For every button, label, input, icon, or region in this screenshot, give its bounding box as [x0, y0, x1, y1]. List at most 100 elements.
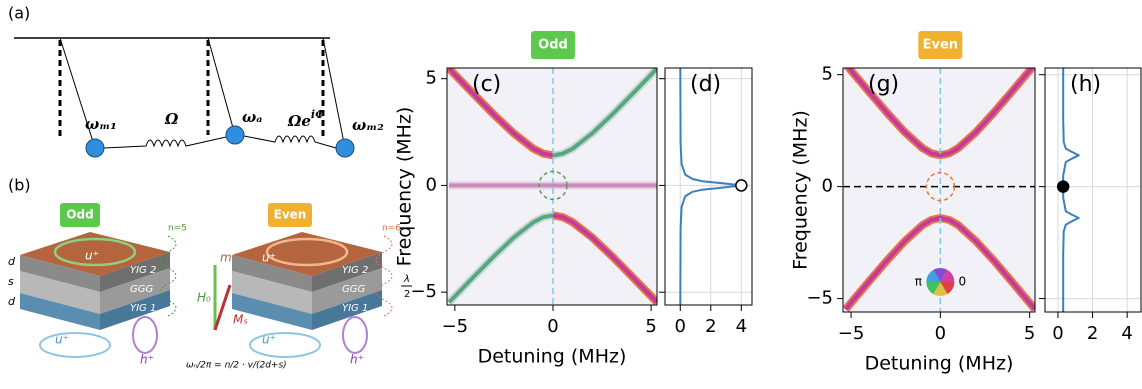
field-label: h⁺ — [350, 353, 364, 367]
label: ΩeiΦ — [287, 108, 325, 130]
x-tick-label: 2 — [705, 316, 716, 337]
badge-text: Even — [923, 38, 958, 53]
dim-label: d — [8, 255, 16, 268]
x-tick-label: 0 — [1052, 323, 1063, 344]
y-tick-label: −5 — [806, 288, 833, 309]
x-tick-label: −5 — [838, 323, 865, 344]
x-tick-label: 4 — [1121, 323, 1132, 344]
frame — [842, 67, 1036, 313]
chart: 0 2 4 (h) — [1039, 67, 1142, 344]
x-tick-label: 5 — [1024, 323, 1035, 344]
wave-label: u⁺ — [85, 249, 99, 263]
layer-label: YIG 2 — [342, 265, 368, 276]
x-tick-label: 0 — [935, 323, 946, 344]
panel-label: (b) — [8, 176, 31, 195]
line-series — [552, 68, 657, 158]
label: ωₐ — [242, 108, 262, 126]
chart: −5 0 5 −5 0 5 (c) Odd Detuning (MHz) Frequency (M… — [394, 31, 658, 368]
field-label: h⁺ — [140, 353, 154, 367]
colorwheel-sector — [940, 269, 955, 282]
dim-label: s — [8, 275, 14, 288]
panel-label: (d) — [690, 72, 721, 97]
fraction-label: λ — [403, 274, 410, 285]
layer-label: YIG 1 — [130, 303, 156, 314]
badge — [60, 203, 100, 227]
colorwheel-label: π — [915, 275, 922, 289]
label: Ω — [164, 110, 179, 128]
plot — [843, 68, 1035, 312]
colorwheel-sector — [933, 282, 948, 297]
ring — [925, 171, 956, 202]
mode-sketch — [375, 235, 393, 317]
ring — [538, 170, 568, 201]
x-tick-label: 0 — [547, 316, 558, 337]
colorwheel-label: 0 — [959, 275, 967, 289]
superscript: iΦ — [311, 108, 325, 121]
x-tick-label: 5 — [645, 316, 656, 337]
panel-label: (c) — [472, 72, 501, 97]
panel-label: (a) — [8, 4, 30, 23]
masses — [85, 125, 355, 158]
y-tick-label: 0 — [822, 176, 833, 197]
x-tick-label: 4 — [736, 316, 747, 337]
badge — [530, 31, 575, 59]
panel-label: (g) — [868, 72, 899, 97]
layer-label: GGG — [130, 284, 153, 295]
badge — [918, 31, 963, 59]
line-series — [552, 213, 657, 304]
colorwheel-sector — [926, 269, 941, 282]
wave-label: u⁺ — [262, 251, 276, 265]
badge-text: Odd — [66, 208, 93, 222]
plot — [447, 68, 657, 305]
mode-label: n=5 — [168, 224, 187, 234]
label: Ωe — [287, 112, 311, 130]
y-axis-label: Frequency (MHz) — [394, 107, 416, 267]
chart: 0 2 4 (d) — [659, 67, 753, 337]
badge-text: Odd — [538, 38, 568, 53]
panel-a: (a) ωₘ₁ Ω ωₐ ΩeiΦ ωₘ₂ — [8, 4, 384, 158]
wave-label: u⁺ — [55, 333, 69, 347]
marker — [1056, 180, 1070, 193]
y-tick-label: 5 — [426, 68, 437, 89]
dim-label: d — [8, 295, 16, 308]
x-tick-label: 2 — [1087, 323, 1098, 344]
x-tick-label: −5 — [442, 316, 469, 337]
rest-lines — [58, 40, 325, 140]
line-series — [447, 213, 554, 304]
strings — [59, 37, 346, 149]
line-series — [846, 68, 1035, 158]
colorwheel-sector — [940, 282, 955, 295]
colorwheel-sector — [926, 282, 941, 295]
x-tick-label: 0 — [675, 316, 686, 337]
label: ωₘ₁ — [85, 115, 117, 133]
x-axis-label: Detuning (MHz) — [865, 353, 1014, 375]
frame — [1044, 67, 1142, 313]
layer-label: YIG 1 — [342, 303, 368, 314]
vector-label: Mₛ — [233, 313, 248, 327]
colorwheel-sector — [933, 268, 948, 282]
frame — [446, 67, 658, 306]
layer-label: YIG 2 — [130, 265, 156, 276]
line-series — [447, 68, 554, 158]
layer-label: GGG — [342, 284, 365, 295]
y-axis-label: Frequency (MHz) — [790, 110, 812, 270]
label: ωₘ₂ — [352, 116, 384, 134]
x-axis-label: Detuning (MHz) — [478, 346, 627, 368]
panel-b: (b) Odd Even YIG 2 GGG YIG 1 d s d u⁺ u⁺… — [8, 176, 412, 371]
slab-odd — [20, 232, 170, 330]
field-loop — [132, 316, 158, 354]
mode-sketch — [159, 235, 177, 317]
wave-loop — [249, 332, 321, 358]
y-tick-label: 5 — [822, 64, 833, 85]
vector-label: H₀ — [197, 291, 211, 305]
panel-label: (h) — [1070, 72, 1101, 97]
wave-loop — [39, 332, 111, 358]
frame — [664, 67, 753, 306]
slab-even — [232, 232, 382, 330]
fraction-label: 2 — [404, 289, 410, 300]
chart: −5 0 5 −5 0 5 (g) Even Detuning (MHz) Frequency (… — [790, 31, 1036, 375]
marker — [735, 179, 748, 192]
y-tick-label: −5 — [410, 281, 437, 302]
badge — [268, 203, 312, 227]
